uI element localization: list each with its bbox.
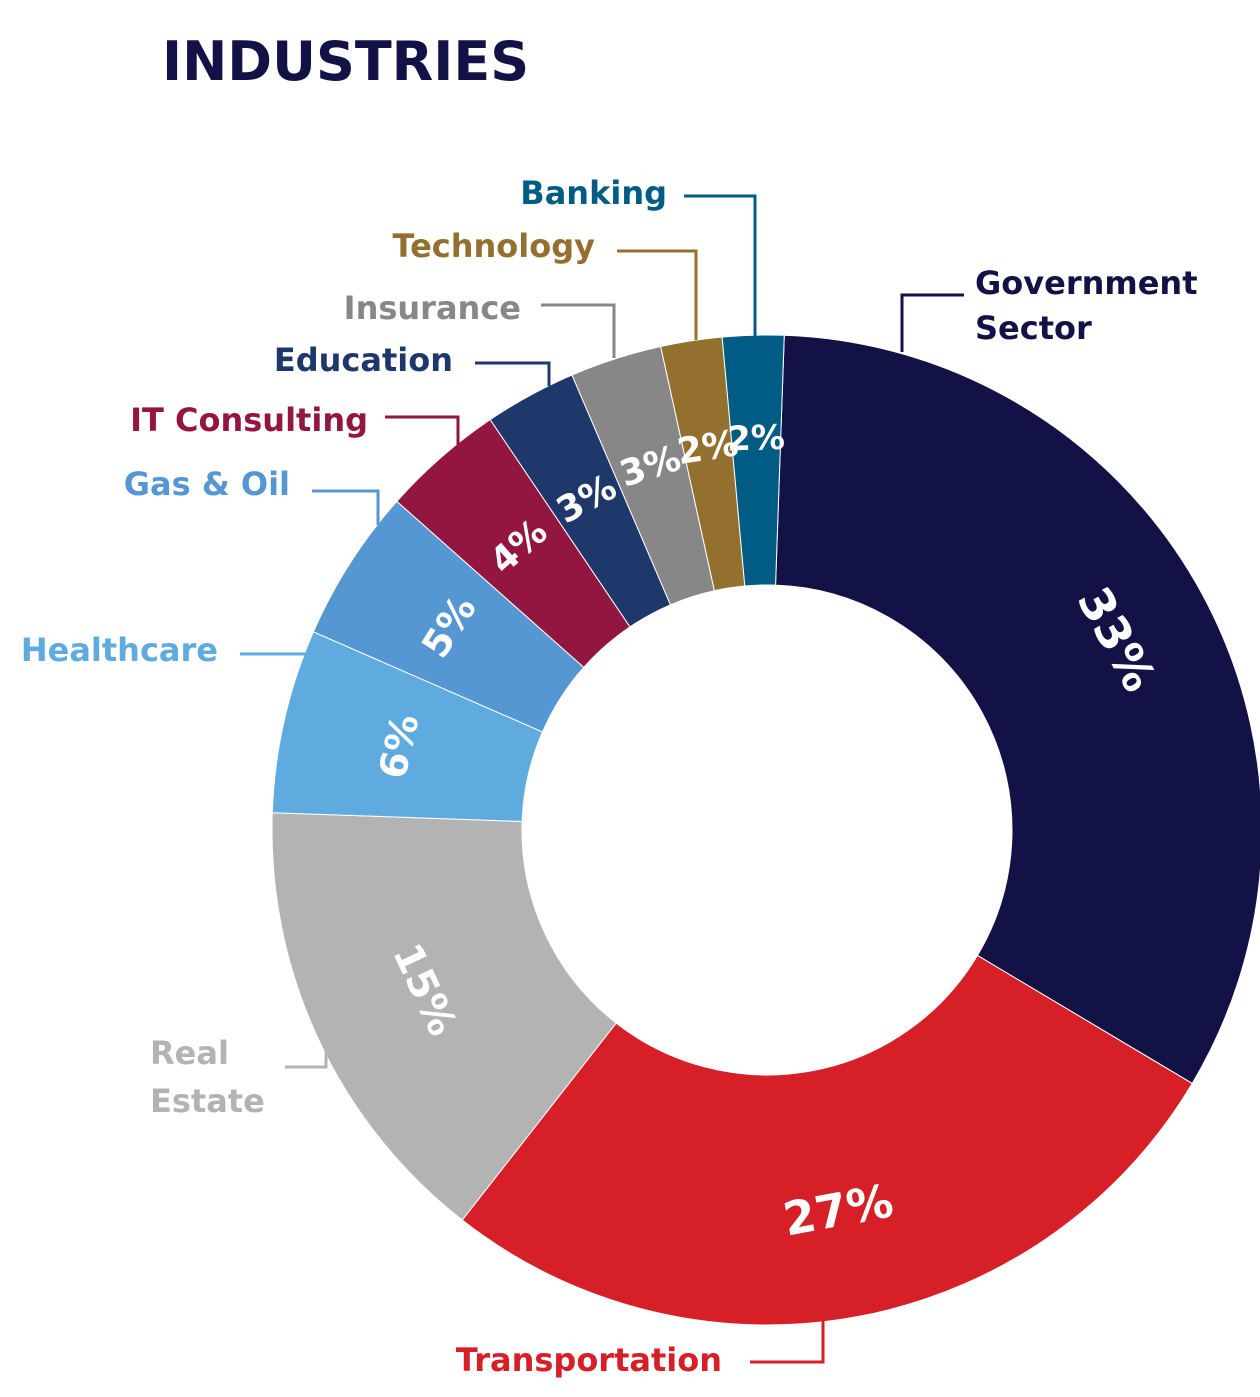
leader-line-real-estate [285, 1030, 328, 1069]
legend-label-healthcare: Healthcare [21, 631, 218, 669]
chart-title: INDUSTRIES [162, 30, 529, 93]
leader-line-government-sector [900, 293, 964, 352]
legend-label-banking: Banking [520, 174, 667, 212]
legend-label-transportation: Transportation [456, 1341, 722, 1379]
legend-label-gas-oil: Gas & Oil [124, 465, 290, 503]
leader-line-education [475, 361, 551, 386]
leader-line-banking [684, 194, 757, 337]
legend-label-government-sector-line-1: Government [975, 264, 1198, 302]
legend-leader-lines [240, 194, 964, 1364]
leader-line-technology [617, 249, 698, 340]
legend-label-government-sector-line-2: Sector [975, 309, 1092, 347]
legend-labels: Government Sector Transportation Real Estate… [21, 174, 1198, 1379]
legend-label-it-consulting: IT Consulting [130, 401, 368, 439]
leader-line-it-consulting [385, 415, 460, 446]
slice-label-technology: 2% [675, 423, 742, 473]
leader-line-healthcare [240, 652, 309, 672]
legend-label-technology: Technology [392, 227, 595, 265]
slice-real-estate [271, 812, 617, 1221]
leader-line-gas-oil [312, 489, 380, 525]
leader-line-insurance [541, 303, 616, 358]
slice-transportation [461, 954, 1193, 1326]
slice-government-sector [775, 334, 1260, 1085]
slice-label-banking: 2% [727, 418, 786, 460]
legend-label-insurance: Insurance [344, 289, 521, 327]
legend-label-education: Education [274, 341, 453, 379]
donut-slices [271, 334, 1260, 1326]
slice-banking [721, 334, 785, 587]
leader-line-transportation [750, 1305, 825, 1364]
legend-label-real-estate-line-2: Estate [150, 1082, 265, 1120]
legend-label-real-estate-line-1: Real [150, 1034, 229, 1072]
